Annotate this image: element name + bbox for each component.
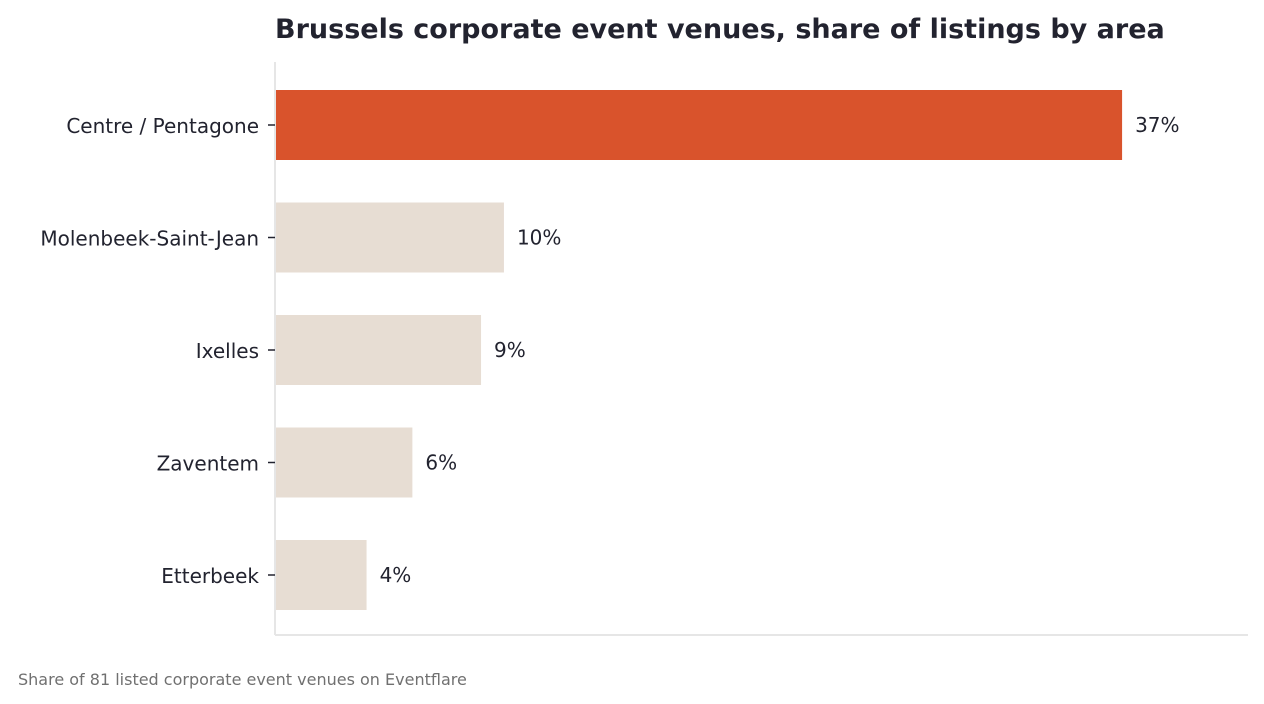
chart-title: Brussels corporate event venues, share o… — [275, 14, 1165, 45]
value-label-4: 4% — [380, 563, 412, 587]
category-label-2: Ixelles — [196, 339, 259, 363]
value-label-2: 9% — [494, 338, 526, 362]
value-label-1: 10% — [517, 226, 561, 250]
bar-2 — [276, 315, 482, 385]
bar-3 — [276, 427, 413, 498]
category-label-1: Molenbeek-Saint-Jean — [40, 227, 259, 251]
bar-4 — [276, 540, 367, 610]
bar-0 — [276, 90, 1123, 160]
bar-1 — [276, 202, 504, 273]
plot-area: Centre / Pentagone 37% Molenbeek-Saint-Jea… — [40, 62, 1248, 636]
footnote: Share of 81 listed corporate event venue… — [18, 670, 467, 689]
category-label-4: Etterbeek — [161, 564, 259, 588]
category-label-0: Centre / Pentagone — [66, 114, 259, 138]
value-label-3: 6% — [425, 451, 457, 475]
value-label-0: 37% — [1135, 113, 1179, 137]
category-label-3: Zaventem — [157, 452, 259, 476]
